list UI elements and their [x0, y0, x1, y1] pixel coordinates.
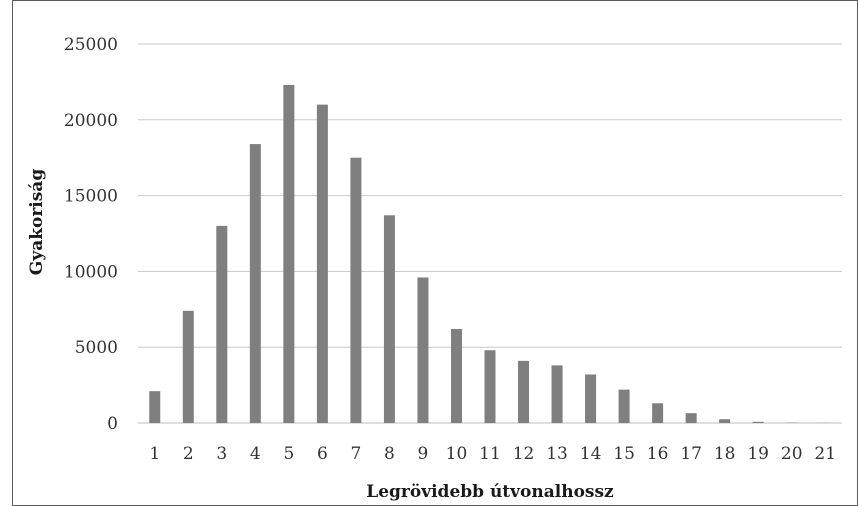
bar-8 [383, 215, 395, 423]
y-axis-label: Gyakoriság [27, 169, 47, 276]
bar-5 [283, 84, 295, 423]
x-tick-label: 11 [479, 444, 501, 464]
x-tick-label: 1 [149, 444, 160, 464]
y-tick-label: 25000 [64, 35, 118, 55]
bar-14 [585, 374, 597, 423]
x-tick-label: 17 [680, 444, 702, 464]
bar-10 [450, 329, 462, 423]
x-axis-label: Legrövidebb útvonalhossz [366, 482, 614, 502]
x-tick-label: 13 [546, 444, 568, 464]
chart-frame [12, 0, 858, 506]
bar-2 [182, 310, 194, 423]
x-tick-label: 14 [580, 444, 602, 464]
bar-11 [484, 350, 496, 423]
x-tick-label: 4 [250, 444, 261, 464]
x-tick-label: 15 [613, 444, 635, 464]
y-tick-label: 20000 [64, 111, 118, 131]
x-tick-label: 5 [283, 444, 294, 464]
x-tick-label: 20 [781, 444, 803, 464]
x-tick-label: 2 [183, 444, 194, 464]
bar-6 [316, 104, 328, 423]
x-tick-label: 9 [418, 444, 429, 464]
bar-3 [216, 225, 228, 423]
bar-7 [350, 157, 362, 423]
y-tick-label: 10000 [64, 262, 118, 282]
x-tick-label: 16 [647, 444, 669, 464]
x-tick-label: 19 [747, 444, 769, 464]
x-tick-label: 10 [446, 444, 468, 464]
y-tick-label: 0 [107, 414, 118, 434]
y-tick-labels: 0 5000 10000 15000 20000 25000 [64, 35, 118, 434]
bars [149, 84, 831, 423]
x-tick-label: 18 [714, 444, 736, 464]
x-tick-label: 12 [513, 444, 535, 464]
bar-12 [518, 360, 530, 423]
bar-4 [249, 144, 261, 423]
bar-1 [149, 391, 161, 423]
y-tick-label: 15000 [64, 187, 118, 207]
y-tick-label: 5000 [75, 338, 118, 358]
x-tick-label: 21 [814, 444, 836, 464]
bar-16 [652, 403, 664, 423]
x-tick-label: 3 [216, 444, 227, 464]
bar-9 [417, 277, 429, 423]
bar-13 [551, 365, 563, 423]
bar-15 [618, 389, 630, 423]
x-tick-labels: 1 2 3 4 5 6 7 8 9 10 11 12 13 14 15 16 17 18 19 20 21 [149, 444, 836, 464]
bar-17 [685, 413, 697, 423]
x-tick-label: 8 [384, 444, 395, 464]
x-tick-label: 7 [350, 444, 361, 464]
x-tick-label: 6 [317, 444, 328, 464]
bar-19 [752, 421, 764, 423]
bar-18 [719, 419, 731, 423]
